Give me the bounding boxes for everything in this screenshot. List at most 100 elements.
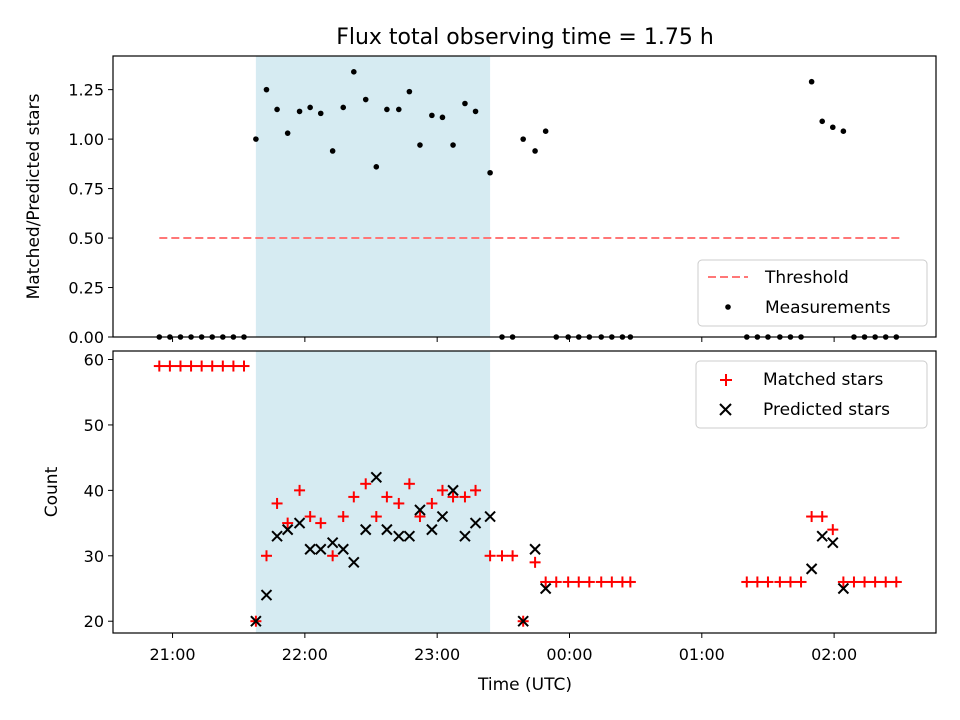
matched-star-point xyxy=(496,550,508,562)
ratio-y-tick-label: 0.25 xyxy=(68,279,104,298)
measurement-point xyxy=(274,106,280,113)
predicted-star-point xyxy=(337,543,349,555)
count-legend-box xyxy=(695,360,928,429)
matched-star-point xyxy=(403,478,415,490)
matched-star-point xyxy=(304,511,316,523)
ratio-shaded-span xyxy=(255,56,491,337)
measurement-point xyxy=(253,136,259,142)
matched-star-point xyxy=(348,491,360,503)
matched-star-point xyxy=(447,491,459,503)
ratio-y-tick-label: 0.50 xyxy=(68,229,104,248)
matched-star-point xyxy=(583,576,595,588)
matched-star-point xyxy=(880,576,892,588)
predicted-star-point xyxy=(459,530,471,542)
measurement-point xyxy=(808,78,815,85)
measurement-point xyxy=(450,142,456,148)
count-y-tick-label: 60 xyxy=(84,351,104,370)
matched-star-point xyxy=(751,576,763,588)
matched-star-point xyxy=(507,550,519,562)
count-y-tick-label: 40 xyxy=(84,481,104,500)
legend-measurements-label: Measurements xyxy=(765,298,891,318)
matched-star-point xyxy=(762,576,774,588)
matched-star-point xyxy=(837,576,849,588)
count-panel: 20 30 40 50 60 21:00 22:00 23:00 00:00 01:00 02:0… xyxy=(42,350,937,695)
predicted-star-point xyxy=(250,615,262,627)
predicted-star-point xyxy=(529,543,541,555)
matched-star-point xyxy=(774,576,786,588)
ratio-y-axis-label: Matched/Predicted stars xyxy=(24,93,44,299)
measurement-point xyxy=(417,142,423,148)
measurement-point xyxy=(373,164,380,170)
matched-star-point xyxy=(606,576,618,588)
predicted-star-point xyxy=(436,510,449,523)
legend-predicted-label: Predicted stars xyxy=(763,400,890,420)
count-y-tick-label: 50 xyxy=(84,416,104,435)
count-y-tick-label: 20 xyxy=(84,612,104,631)
matched-star-point xyxy=(869,576,881,588)
predicted-star-point xyxy=(360,523,372,536)
matched-star-point xyxy=(414,511,426,523)
measurement-point xyxy=(819,118,826,125)
measurement-point xyxy=(829,124,836,131)
measurement-point xyxy=(284,130,291,136)
count-axes-frame xyxy=(112,350,937,634)
measurement-point xyxy=(472,108,479,115)
matched-star-point xyxy=(795,576,807,588)
matched-star-point xyxy=(327,550,339,562)
legend-predicted-swatch xyxy=(719,403,732,416)
matched-star-point xyxy=(624,576,636,588)
x-tick-label: 23:00 xyxy=(414,645,460,664)
measurement-point xyxy=(840,128,847,134)
measurement-point xyxy=(351,69,357,75)
matched-star-point xyxy=(550,576,562,588)
legend-matched-swatch xyxy=(720,374,732,386)
matched-star-point xyxy=(185,360,197,372)
predicted-star-point xyxy=(484,510,496,523)
predicted-star-point xyxy=(414,504,426,516)
matched-star-point xyxy=(573,576,585,588)
predicted-star-point xyxy=(293,517,306,529)
matched-star-point xyxy=(827,524,839,536)
legend-threshold-label: Threshold xyxy=(764,268,849,288)
matched-star-point xyxy=(282,517,294,529)
predicted-star-point xyxy=(348,556,360,569)
matched-star-point xyxy=(848,576,860,588)
matched-star-point xyxy=(174,360,186,372)
matched-star-point xyxy=(859,576,871,588)
matched-star-point xyxy=(337,511,349,523)
ratio-panel: Flux total observing time = 1.75 h 0.00 0… xyxy=(24,25,937,347)
predicted-star-point xyxy=(403,530,416,542)
matched-star-point xyxy=(164,360,176,372)
predicted-star-point xyxy=(517,615,529,627)
matched-star-point xyxy=(260,550,272,562)
matched-star-point xyxy=(890,576,902,588)
matched-star-point xyxy=(540,576,552,588)
measurement-point xyxy=(462,100,468,107)
matched-star-point xyxy=(238,360,250,372)
predicted-star-point xyxy=(281,523,294,536)
matched-star-point xyxy=(816,511,828,523)
matched-star-point xyxy=(196,360,208,372)
matched-star-point xyxy=(470,484,482,496)
predicted-star-point xyxy=(315,543,327,555)
matched-star-point xyxy=(529,556,541,568)
matched-star-point xyxy=(360,478,372,490)
x-axis-label: Time (UTC) xyxy=(477,675,572,695)
matched-star-point xyxy=(217,360,229,372)
ratio-legend: Threshold Measurements xyxy=(697,259,928,327)
count-y-axis-label: Count xyxy=(42,466,62,517)
predicted-star-point xyxy=(271,530,283,542)
ratio-legend-box xyxy=(697,259,928,327)
matched-star-point xyxy=(741,576,753,588)
ratio-y-tick-label: 1.00 xyxy=(68,130,104,149)
ratio-y-tick-label: 1.25 xyxy=(68,81,104,100)
predicted-star-point xyxy=(816,530,828,542)
matched-star-point xyxy=(370,511,382,523)
ratio-y-tick-label: 0.00 xyxy=(68,328,104,347)
legend-measurements-swatch xyxy=(725,304,731,310)
matched-star-point xyxy=(806,511,818,523)
x-tick-label: 22:00 xyxy=(282,645,328,664)
measurement-point xyxy=(362,96,369,103)
ratio-y-tick-label: 0.75 xyxy=(68,180,104,199)
predicted-star-point xyxy=(304,543,316,555)
